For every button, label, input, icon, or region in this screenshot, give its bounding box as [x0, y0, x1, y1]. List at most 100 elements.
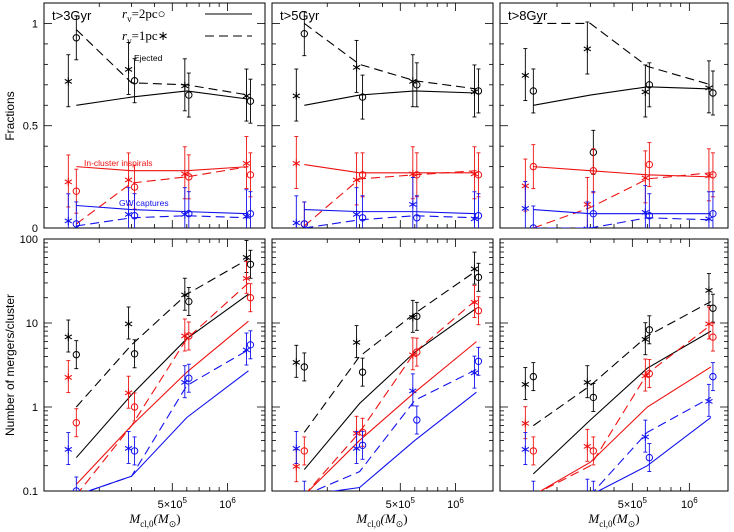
in-cluster-inspirals-star-point: ∗	[407, 347, 418, 362]
ejected-star-point: ∗	[123, 316, 134, 331]
gw-captures-star-point: ∗	[520, 201, 531, 216]
x-tick-label: 106	[219, 496, 236, 511]
legend-label-2: rv=1pc∗	[122, 28, 169, 46]
gw-captures-dashed-line	[304, 215, 477, 228]
in-cluster-inspirals-solid-line	[304, 164, 477, 174]
gw-captures-dashed-line	[312, 368, 477, 491]
ejected-circle-point	[529, 87, 538, 95]
legend-sub: v	[127, 36, 132, 46]
x-tick-exp: 6	[231, 496, 236, 505]
x-label-main: M	[128, 511, 141, 526]
ejected-star-point: ∗	[123, 61, 134, 76]
in-cluster-inspirals-star-point: ∗	[582, 438, 593, 453]
ejected-circle-point	[246, 260, 255, 268]
in-cluster-inspirals-circle-point	[300, 447, 309, 455]
ejected-dashed-line	[303, 270, 477, 433]
x-tick-base: 10	[681, 499, 693, 511]
x-tick-exp: 6	[693, 496, 698, 505]
x-tick-base: 5×10	[618, 499, 643, 511]
in-cluster-inspirals-star-point: ∗	[123, 172, 134, 187]
gw-captures-star-point: ∗	[63, 213, 74, 228]
in-cluster-inspirals-solid-line	[539, 366, 712, 491]
gw-captures-star-point: ∗	[407, 383, 418, 398]
x-tick-base: 5×10	[386, 499, 411, 511]
x-label-main: M	[587, 511, 600, 526]
gw-captures-circle-point	[185, 209, 193, 218]
gw-captures-circle-point	[645, 453, 654, 462]
in-cluster-inspirals-solid-line	[76, 166, 249, 172]
gw-captures-circle-point	[530, 492, 536, 498]
ejected-star-point: ∗	[351, 335, 362, 350]
in-cluster-inspirals-circle-point	[185, 173, 193, 181]
x-label-sun: ⊙	[169, 519, 177, 529]
gw-captures-circle-point	[645, 212, 654, 220]
in-cluster-inspirals-star-point: ∗	[179, 328, 190, 343]
gw-captures-circle-point	[246, 341, 255, 349]
in-cluster-inspirals-dashed-line	[533, 172, 711, 228]
gw-captures-solid-line	[597, 417, 712, 491]
x-tick-label: 5×105	[158, 496, 188, 511]
ejected-circle-point	[130, 350, 139, 358]
in-cluster-inspirals-dashed-line	[75, 166, 249, 225]
in-cluster-inspirals-circle-point	[413, 171, 421, 179]
panel-title: t>3Gyr	[52, 8, 92, 23]
gw-captures-circle-point	[358, 441, 367, 449]
ejected-circle-point	[300, 363, 309, 371]
x-label-sub: cl,0	[140, 519, 154, 529]
ejected-circle-point	[358, 93, 367, 101]
in-cluster-inspirals-solid-line	[75, 320, 249, 485]
x-label-close: )	[635, 511, 639, 526]
gw-captures-circle-point	[130, 212, 139, 220]
in-cluster-inspirals-star-point: ∗	[407, 166, 418, 181]
gw-captures-circle-point	[130, 447, 139, 455]
ejected-star-point: ∗	[179, 78, 190, 93]
ejected-circle-point	[709, 304, 717, 312]
ejected-solid-line	[533, 86, 711, 106]
in-cluster-inspirals-star-point: ∗	[640, 368, 651, 383]
x-label-main: M	[355, 511, 368, 526]
gw-captures-circle-point	[413, 214, 421, 222]
ejected-dashed-line	[75, 29, 249, 96]
panel-frame	[271, 238, 494, 492]
in-cluster-inspirals-dashed-line	[540, 324, 712, 491]
ejected-solid-line	[303, 307, 477, 470]
ejected-star-point: ∗	[640, 84, 651, 99]
in-cluster-inspirals-dashed-line	[78, 282, 249, 491]
in-cluster-inspirals-circle-point	[589, 167, 598, 175]
legend-r: r	[122, 6, 128, 21]
gw-captures-circle-point	[358, 214, 367, 222]
gw-captures-star-point: ∗	[351, 207, 362, 222]
plot-area: ∗ ∗ ∗ ∗ ∗ ∗ ∗ ∗ ∗ ∗ ∗ ∗	[520, 273, 717, 498]
panel-title: t>8Gyr	[508, 8, 548, 23]
y-axis-label-top: Fractions	[3, 91, 17, 140]
ejected-circle-point	[589, 393, 598, 402]
ejected-star-point: ∗	[520, 68, 531, 83]
in-cluster-inspirals-circle-point	[474, 171, 483, 179]
x-tick-exp: 6	[459, 496, 464, 505]
ejected-star-point: ∗	[582, 41, 593, 56]
ejected-circle-point	[474, 87, 483, 95]
ejected-circle-point	[645, 326, 654, 334]
bottom-panel-2: 5×105 106∗∗∗∗∗∗∗∗∗ ∗∗∗	[271, 238, 494, 511]
in-cluster-inspirals-circle-point	[474, 307, 483, 315]
ejected-solid-line	[304, 90, 477, 106]
gw-captures-star-point: ∗	[469, 365, 480, 380]
gw-captures-star-point: ∗	[123, 440, 134, 455]
x-tick-label: 5×105	[618, 496, 648, 511]
in-cluster-inspirals-star-point: ∗	[640, 170, 651, 185]
y-tick-label: 100	[20, 234, 38, 246]
gw-captures-star-point: ∗	[123, 207, 134, 222]
in-cluster-inspirals-star-point: ∗	[469, 295, 480, 310]
in-cluster-inspirals-star-point: ∗	[241, 270, 252, 285]
in-cluster-inspirals-circle-point	[246, 171, 255, 179]
annotation-inspirals: In-cluster inspirals	[84, 158, 153, 168]
gw-captures-star-point: ∗	[582, 221, 593, 236]
gw-captures-star-point: ∗	[640, 205, 651, 220]
x-label-close: )	[176, 511, 180, 526]
x-label-unit: (M	[154, 511, 170, 526]
in-cluster-inspirals-star-point: ∗	[63, 370, 74, 385]
ejected-star-point: ∗	[703, 80, 714, 95]
in-cluster-inspirals-dashed-line	[303, 170, 477, 227]
in-cluster-inspirals-star-point: ∗	[179, 166, 190, 181]
gw-captures-star-point: ∗	[703, 393, 714, 408]
